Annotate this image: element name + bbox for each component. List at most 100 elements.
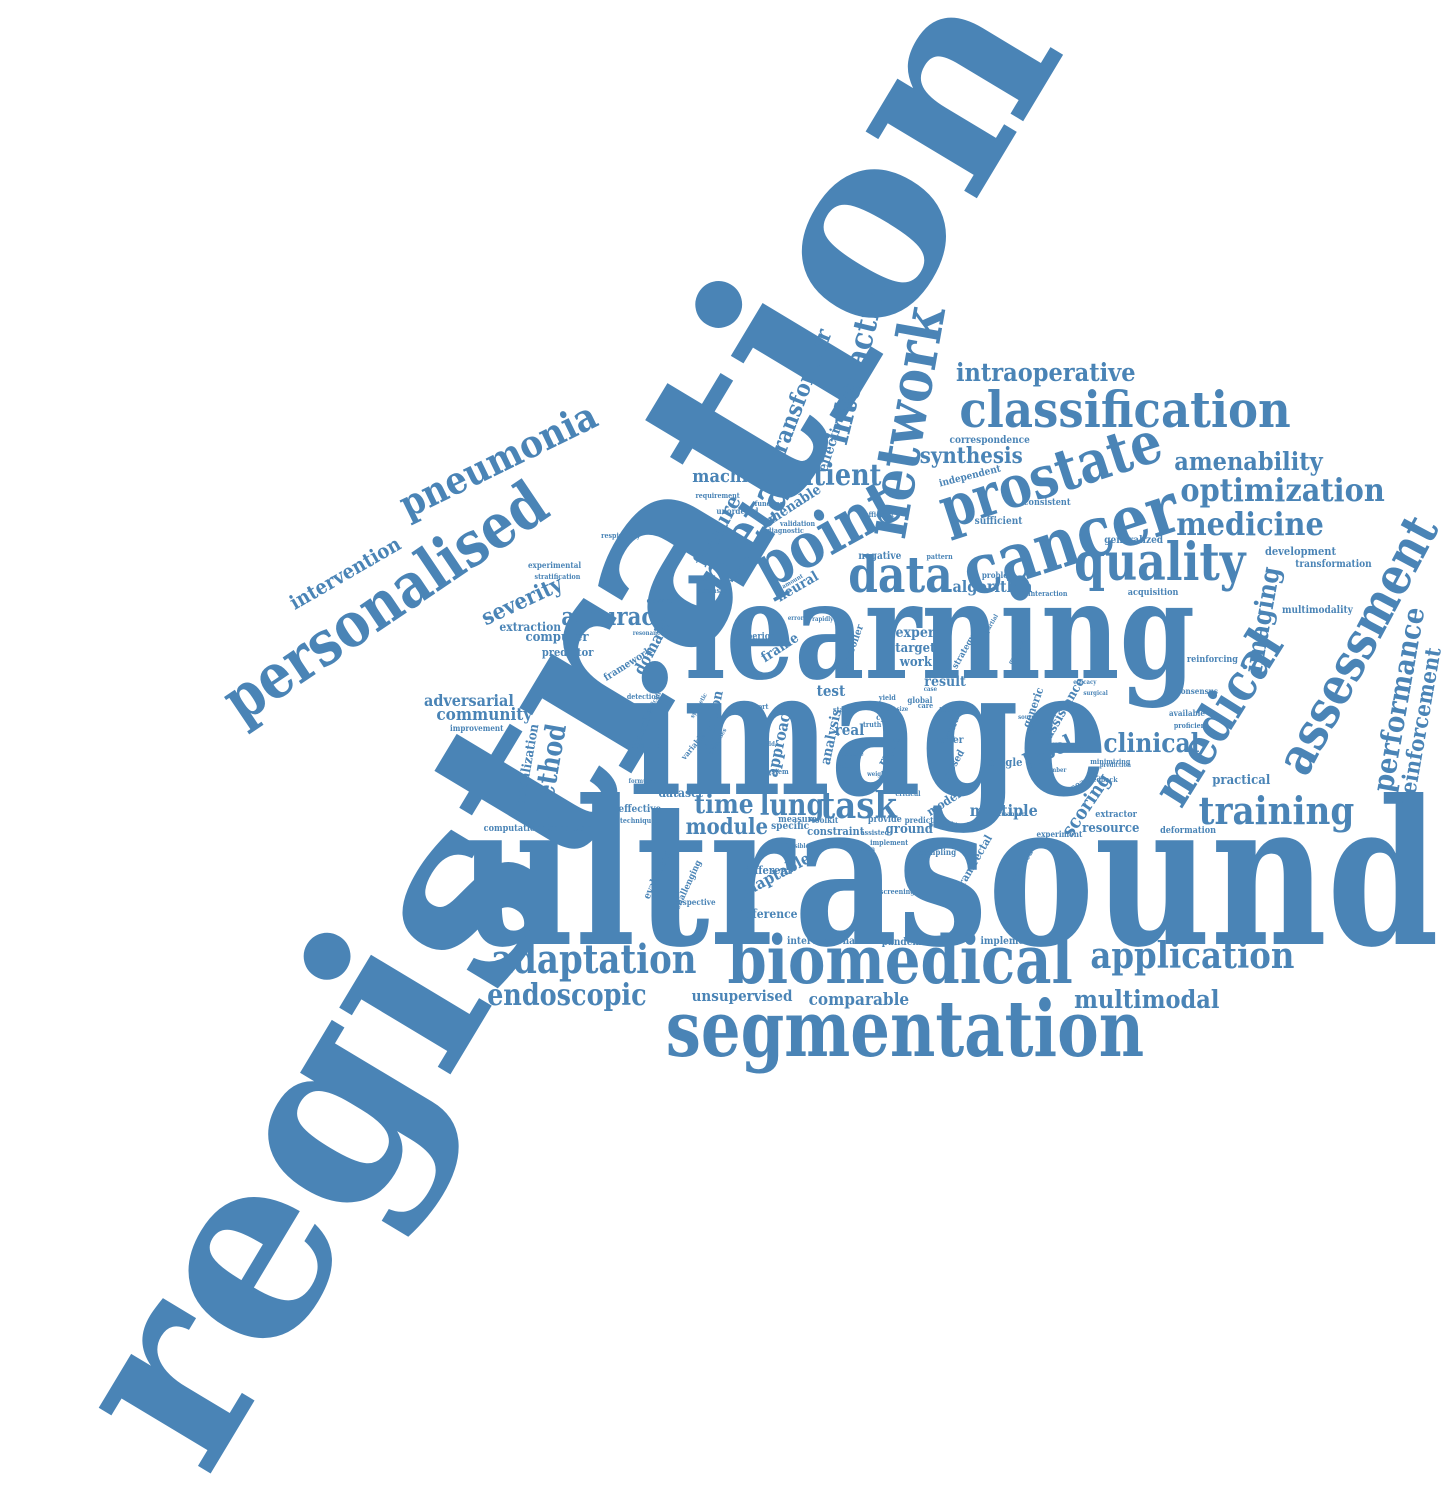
word-pattern: pattern	[925, 551, 953, 561]
word-development: development	[1264, 544, 1336, 558]
word-generalized: generalized	[1103, 535, 1163, 546]
word-ultrasound: ultrasound	[458, 757, 1439, 992]
word-practical: practical	[1211, 772, 1270, 788]
word-assisted: assisted	[860, 827, 890, 837]
word-predict: predict	[904, 815, 934, 825]
word-condition: condition	[548, 823, 592, 834]
word-time: time	[694, 790, 754, 820]
word-measure: measure	[777, 814, 817, 825]
word-amenability: amenability	[1173, 446, 1323, 476]
word-experimental: experimental	[527, 560, 581, 570]
word-detection: detection	[626, 691, 660, 701]
word-predictor: predictor	[541, 645, 593, 659]
word-system: system	[763, 766, 789, 776]
word-unseen: unseen	[853, 846, 875, 853]
word-negative: negative	[858, 551, 902, 562]
word-novel: novel	[847, 786, 867, 796]
word-ground: ground	[885, 821, 933, 837]
word-implement: implement	[870, 837, 909, 847]
word-endoscopic: endoscopic	[487, 978, 647, 1013]
word-computational: computational	[483, 823, 550, 834]
word-source: source	[1018, 714, 1039, 721]
word-interaction: interaction	[1028, 588, 1068, 598]
word-validation: validation	[779, 518, 815, 528]
word-accuracy: accuracy	[561, 601, 667, 631]
word-efficient: efficient	[864, 509, 894, 519]
word-explore: explore	[840, 751, 864, 758]
word-specific: specific	[771, 821, 810, 832]
word-rapidly: rapidly	[811, 616, 833, 623]
word-view: view	[1046, 741, 1060, 748]
word-patient: patient	[779, 458, 882, 493]
word-experiment: experiment	[1036, 829, 1082, 839]
word-transfer: transfer	[701, 585, 731, 595]
word-training: training	[1198, 788, 1354, 833]
word-multimodal: multimodal	[1073, 984, 1219, 1014]
word-formulate: formulate	[628, 778, 659, 785]
word-expert: expert	[895, 625, 941, 641]
word-report: report	[745, 701, 768, 711]
word-resonance: resonance	[632, 630, 664, 637]
word-resource: resource	[1082, 820, 1140, 836]
word-comparable: comparable	[808, 989, 910, 1010]
word-target: target	[894, 640, 935, 656]
word-technique: technique	[619, 815, 655, 825]
word-gold: gold	[837, 763, 851, 770]
word-machine: machine	[692, 466, 770, 487]
word-interventional: interventional	[786, 936, 858, 947]
word-algorithm: algorithm	[951, 577, 1032, 596]
word-consistent: consistent	[1023, 497, 1071, 508]
word-segmentation: segmentation	[665, 984, 1145, 1075]
word-care: care	[917, 700, 933, 710]
word-error: error	[787, 615, 803, 622]
word-improvement: improvement	[449, 723, 503, 733]
word-lung: lung	[759, 788, 825, 823]
word-transformation: transformation	[1294, 559, 1372, 570]
word-deformation: deformation	[1160, 825, 1217, 836]
word-correspondence: correspondence	[948, 435, 1030, 446]
word-quality: quality	[1074, 532, 1246, 593]
word-free: free	[879, 703, 896, 713]
word-constraint: constraint	[807, 824, 865, 838]
word-reinforcing: reinforcing	[1186, 654, 1238, 665]
word-respiratory: respiratory	[601, 530, 641, 540]
word-optimization: optimization	[1179, 471, 1385, 509]
word-application: application	[1089, 935, 1294, 977]
word-multiple: multiple	[969, 801, 1038, 820]
word-screening: screening	[879, 886, 915, 896]
word-diagnostic: diagnostic	[766, 525, 804, 535]
word-single: single	[988, 755, 1022, 769]
word-proficient: proficient	[1173, 720, 1209, 730]
word-extraction: extraction	[498, 620, 561, 634]
word-learning: learning	[684, 550, 1195, 710]
word-holdout: holdout	[939, 707, 963, 714]
word-truth: truth	[863, 719, 882, 729]
word-work: work	[899, 654, 932, 670]
word-paper: paper	[934, 735, 964, 746]
word-implementation: implementation	[979, 936, 1061, 947]
word-minimizing: minimizing	[1089, 756, 1130, 766]
word-possible: possible	[928, 819, 958, 829]
word-dataset: dataset	[657, 786, 703, 800]
word-stage: stage	[832, 704, 852, 714]
word-adversarial: adversarial	[423, 691, 514, 710]
word-classical: classical	[646, 595, 677, 605]
word-module: module	[685, 814, 769, 840]
word-image: image	[628, 630, 1108, 836]
word-pandemic: pandemic	[881, 937, 931, 948]
word-unordered: unordered	[715, 506, 758, 516]
word-cloud: registration ultrasound image learning segme…	[4, 0, 1441, 1511]
word-weight: weight	[866, 771, 887, 778]
word-standard: standard	[952, 822, 980, 829]
word-community: community	[435, 704, 532, 725]
word-classification: classification	[959, 380, 1291, 439]
word-agent: agent	[1027, 728, 1045, 735]
word-data: data	[847, 545, 953, 604]
word-computer: computer	[525, 629, 589, 645]
word-unsupervised: unsupervised	[691, 986, 793, 1005]
word-extractor: extractor	[1095, 809, 1137, 820]
word-stratification: stratification	[534, 571, 580, 581]
word-adaptation: adaptation	[491, 936, 697, 983]
word-multimodality: multimodality	[1281, 605, 1353, 616]
word-score: score	[1066, 743, 1084, 750]
